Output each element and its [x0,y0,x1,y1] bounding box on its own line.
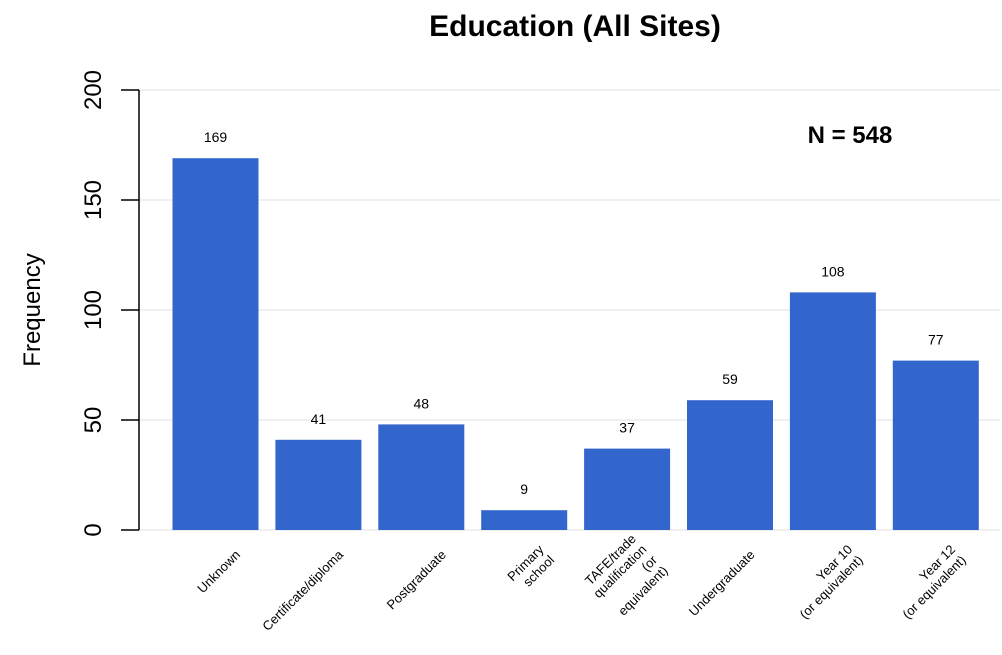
x-tick-label: Postgraduate [384,547,449,612]
data-labels: 169 41 48 9 37 59 108 77 [204,129,944,497]
sample-size-annotation: N = 548 [808,122,893,149]
y-axis-label: Frequency [19,253,46,366]
data-label: 37 [619,420,635,436]
chart-title: Education (All Sites) [429,10,721,43]
y-tick-label: 200 [80,70,107,110]
bar [172,158,259,530]
data-label: 41 [311,411,327,427]
bar [378,424,465,530]
x-tick-label: TAFE/tradequalification(orequivalent) [580,531,671,622]
data-label: 48 [414,395,430,411]
y-tick-label: 150 [80,180,107,220]
x-tick-label: Primaryschool [504,541,557,594]
bar [481,510,568,530]
bar [789,292,876,530]
bar [687,400,773,530]
bar [892,360,979,530]
bars [172,158,979,530]
x-tick-label: Year 12(or equivalent) [889,542,969,622]
data-label: 77 [928,332,944,348]
data-label: 59 [722,371,738,387]
bar [275,439,362,530]
x-tick-label: Certificate/diploma [259,547,346,634]
y-tick-label: 100 [80,290,107,330]
data-label: 169 [204,129,228,145]
x-tick-labels: Unknown Certificate/diploma Postgraduate Pr… [194,531,969,634]
x-tick-label: Year 10(or equivalent) [786,542,866,622]
y-tick-labels: 0 50 100 150 200 [80,70,107,537]
bar [584,448,671,530]
x-tick-label: Undergraduate [686,547,758,619]
y-axis [121,89,140,531]
x-tick-label: Unknown [194,547,243,596]
data-label: 108 [821,263,845,279]
data-label: 9 [520,481,528,497]
y-tick-label: 0 [80,523,107,536]
y-tick-label: 50 [80,407,107,434]
